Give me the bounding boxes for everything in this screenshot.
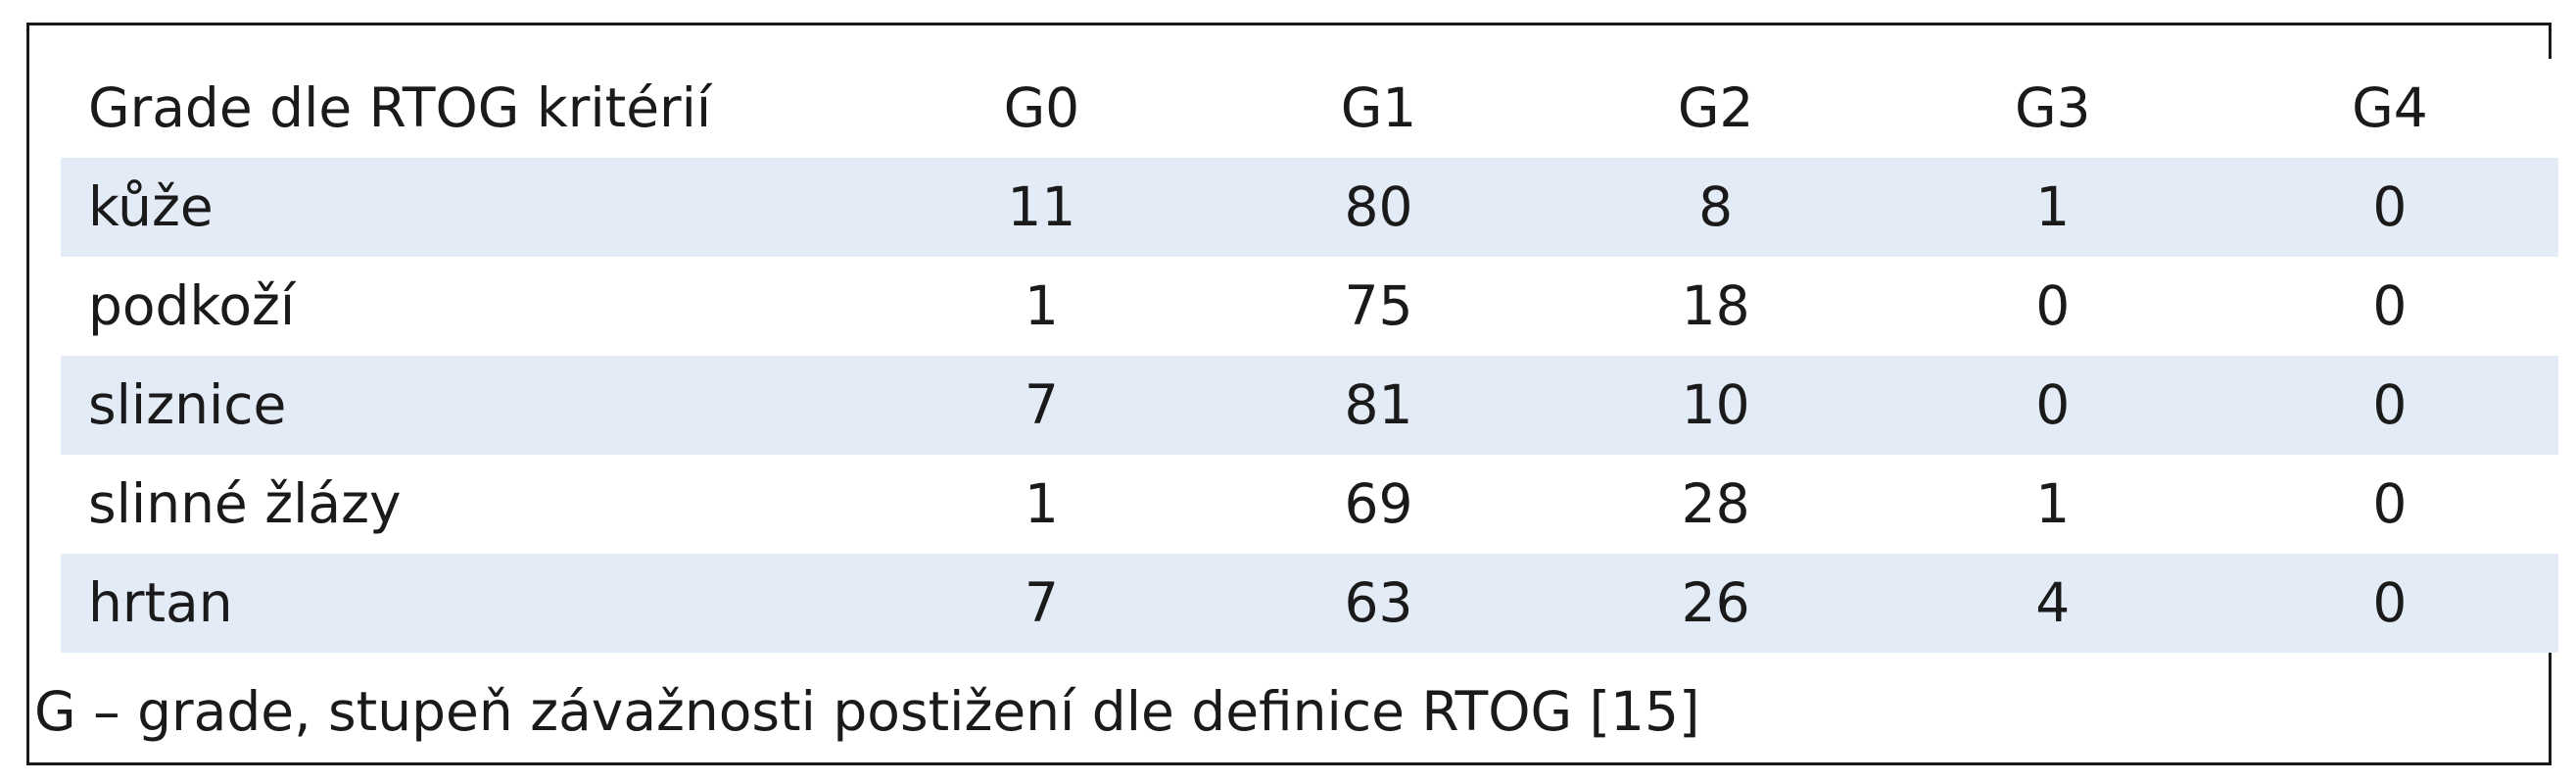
cell-g1: 63 <box>1344 571 1413 634</box>
cell-g4: 0 <box>2372 373 2408 436</box>
cell-g4: 0 <box>2372 472 2408 535</box>
table-frame: Grade dle RTOG kritérií G0 G1 G2 G3 G4 k… <box>26 23 2558 765</box>
cell-g4: 0 <box>2372 175 2408 238</box>
table-row: slinné žlázy 1 69 28 1 0 <box>61 455 2558 554</box>
cell-g4: 0 <box>2372 571 2408 634</box>
cell-g4: 0 <box>2372 274 2408 337</box>
row-label: podkoží <box>88 274 296 337</box>
column-header-criteria: Grade dle RTOG kritérií <box>88 76 712 139</box>
cell-g0: 7 <box>1024 373 1059 436</box>
column-header-g3: G3 <box>2014 76 2091 139</box>
table-row: sliznice 7 81 10 0 0 <box>61 356 2558 455</box>
table-row: podkoží 1 75 18 0 0 <box>61 257 2558 356</box>
cell-g1: 81 <box>1344 373 1413 436</box>
cell-g2: 10 <box>1681 373 1750 436</box>
cell-g2: 8 <box>1698 175 1734 238</box>
cell-g1: 75 <box>1344 274 1413 337</box>
cell-g0: 1 <box>1024 472 1059 535</box>
cell-g2: 26 <box>1681 571 1750 634</box>
row-label: slinné žlázy <box>88 472 402 535</box>
cell-g1: 80 <box>1344 175 1413 238</box>
cell-g3: 0 <box>2035 373 2071 436</box>
row-label: hrtan <box>88 571 233 634</box>
cell-g2: 28 <box>1681 472 1750 535</box>
cell-g3: 4 <box>2035 571 2071 634</box>
row-label: kůže <box>88 175 214 238</box>
column-header-g1: G1 <box>1340 76 1417 139</box>
cell-g0: 11 <box>1007 175 1076 238</box>
table-row: hrtan 7 63 26 4 0 <box>61 554 2558 653</box>
cell-g3: 1 <box>2035 175 2071 238</box>
row-label: sliznice <box>88 373 287 436</box>
cell-g0: 7 <box>1024 571 1059 634</box>
column-header-g0: G0 <box>1003 76 1080 139</box>
cell-g2: 18 <box>1681 274 1750 337</box>
cell-g3: 0 <box>2035 274 2071 337</box>
column-header-g4: G4 <box>2352 76 2428 139</box>
table-row: kůže 11 80 8 1 0 <box>61 158 2558 257</box>
table-header-row: Grade dle RTOG kritérií G0 G1 G2 G3 G4 <box>61 59 2558 158</box>
cell-g0: 1 <box>1024 274 1059 337</box>
table-footnote: G – grade, stupeň závažnosti postižení d… <box>34 680 1700 743</box>
cell-g3: 1 <box>2035 472 2071 535</box>
column-header-g2: G2 <box>1677 76 1754 139</box>
cell-g1: 69 <box>1344 472 1413 535</box>
rtog-grade-table: Grade dle RTOG kritérií G0 G1 G2 G3 G4 k… <box>61 59 2558 653</box>
